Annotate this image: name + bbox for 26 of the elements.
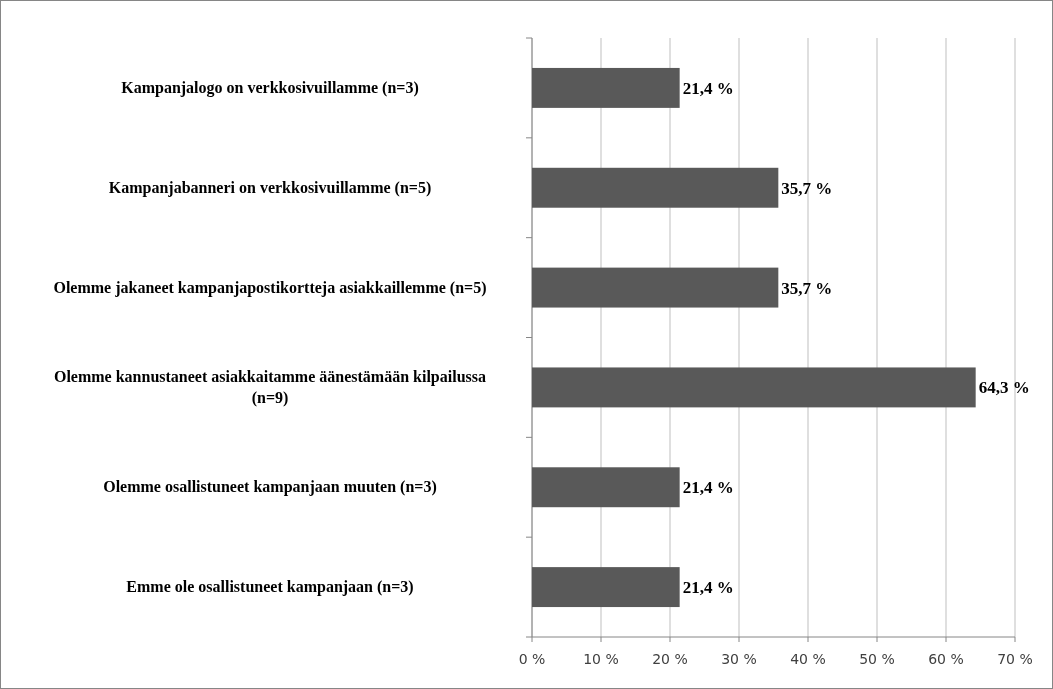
x-tick-label: 30 % — [721, 651, 757, 667]
x-tick-label: 50 % — [859, 651, 895, 667]
x-tick-label: 60 % — [928, 651, 964, 667]
x-tick-label: 10 % — [583, 651, 619, 667]
data-label: 35,7 % — [781, 278, 833, 298]
data-label: 21,4 % — [682, 478, 734, 498]
bar — [532, 467, 680, 508]
x-tick-label: 70 % — [997, 651, 1033, 667]
y-tick-label: Emme ole osallistuneet kampanjaan (n=3) — [126, 578, 414, 597]
bar — [532, 567, 680, 608]
y-tick-label: Kampanjabanneri on verkkosivuillamme (n=5) — [108, 178, 432, 197]
bar — [532, 67, 680, 108]
data-label: 35,7 % — [781, 178, 833, 198]
x-tick-label: 20 % — [652, 651, 688, 667]
y-tick-label: Olemme osallistuneet kampanjaan muuten (n=3) — [103, 478, 437, 497]
y-tick-label: Olemme jakaneet kampanjapostikortteja asiakkaillemme (n=5) — [53, 278, 487, 297]
bar — [532, 267, 779, 308]
y-tick-label: Kampanjalogo on verkkosivuillamme (n=3) — [121, 78, 419, 97]
y-tick-label: Olemme kannustaneet asiakkaitamme äänestämään kilpailussa (n=9) — [53, 367, 487, 407]
data-label: 21,4 % — [682, 578, 734, 598]
data-label: 21,4 % — [682, 78, 734, 98]
x-tick-label: 40 % — [790, 651, 826, 667]
bar — [532, 367, 976, 408]
data-label: 64,3 % — [978, 378, 1030, 398]
x-tick-label: 0 % — [518, 651, 546, 667]
bar — [532, 167, 779, 208]
